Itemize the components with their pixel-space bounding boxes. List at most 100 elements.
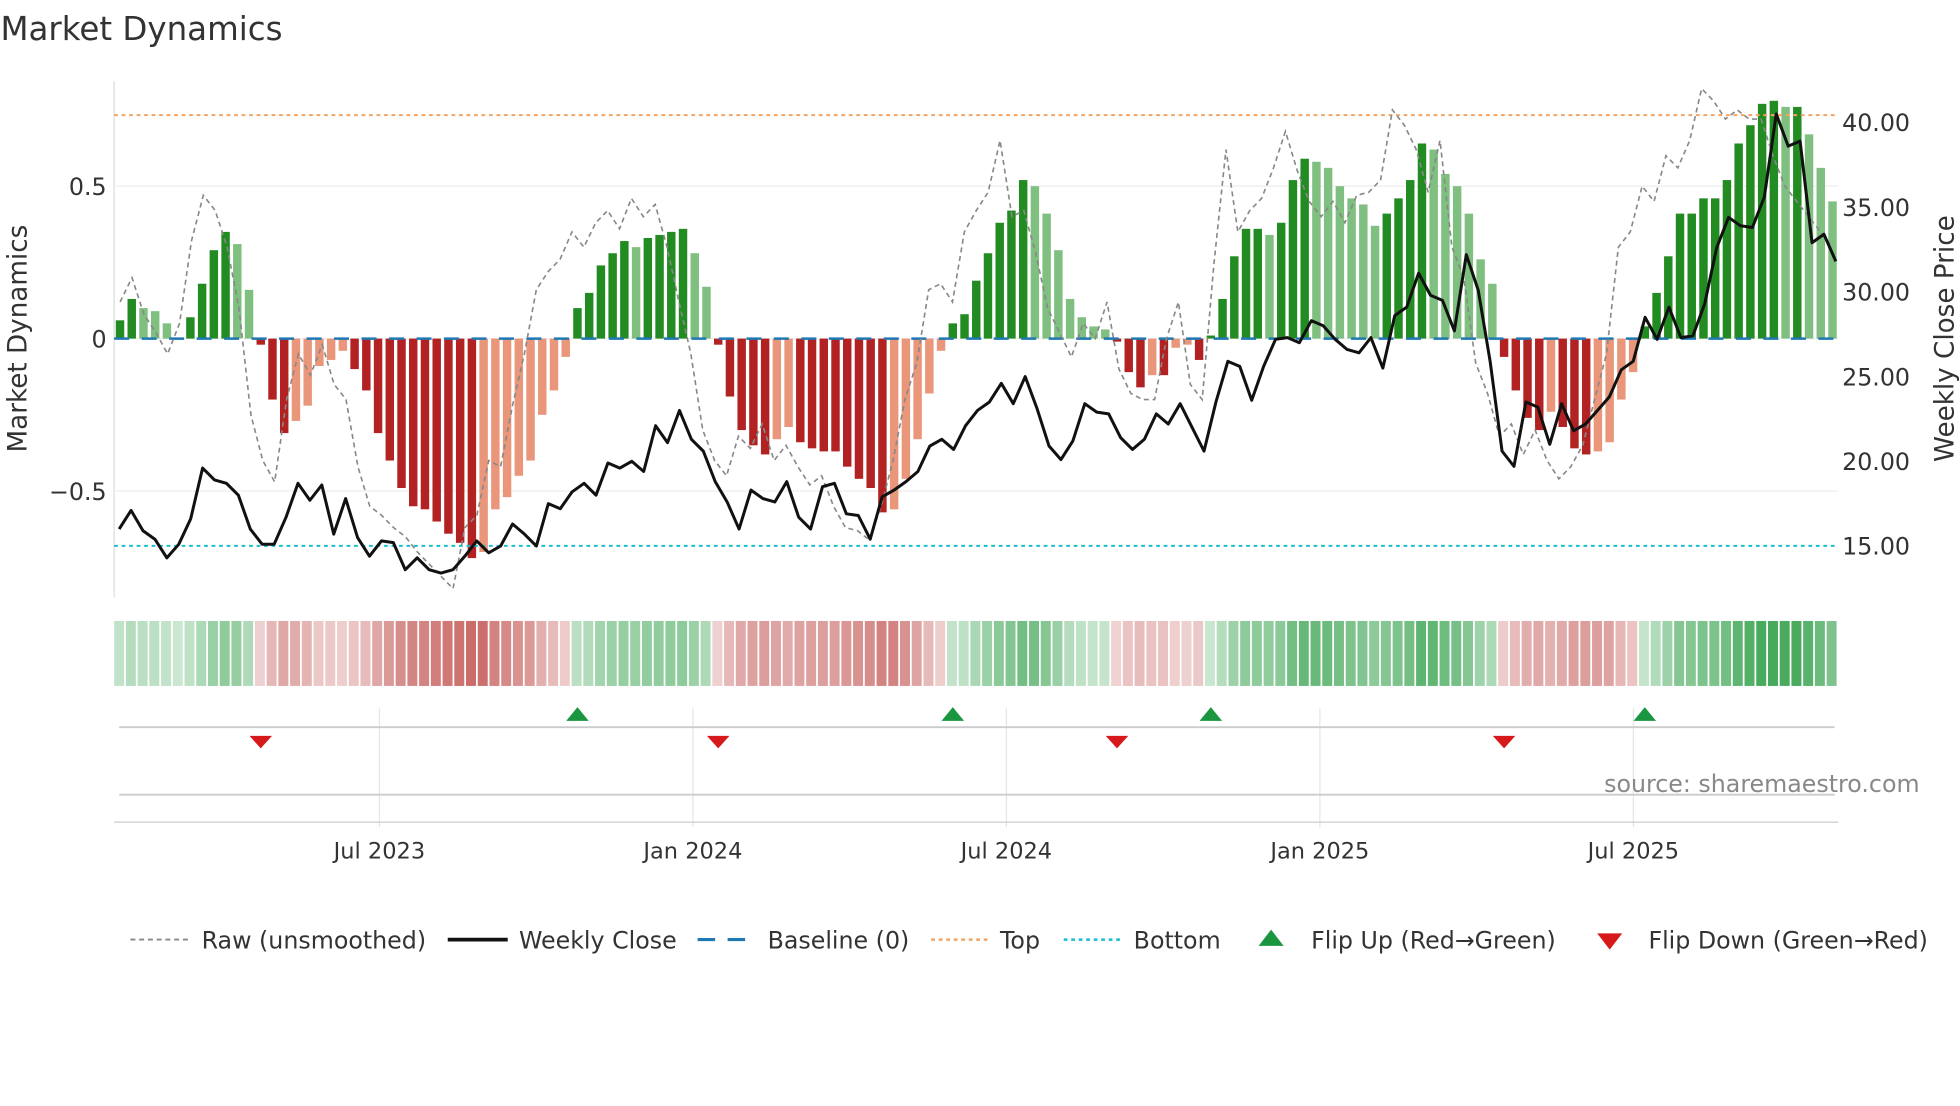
dynamics-bar (796, 338, 805, 443)
legend: Raw (unsmoothed) Weekly Close Baseline (… (130, 926, 1928, 954)
dynamics-bar (702, 286, 711, 339)
heat-strip-cell (360, 620, 371, 686)
dynamics-bar (338, 338, 348, 351)
dynamics-bar (948, 323, 958, 339)
dynamics-bar (1030, 186, 1040, 339)
dynamics-bar (150, 311, 160, 339)
heat-strip-cell (325, 620, 336, 686)
heat-strip-cell (243, 620, 254, 686)
heat-strip-cell (372, 620, 383, 686)
dynamics-bar (1722, 180, 1732, 339)
dynamics-bar (1089, 326, 1098, 339)
heat-strip-cell (1439, 620, 1450, 686)
dynamics-bar (1323, 167, 1333, 339)
dynamics-bar (1417, 143, 1427, 339)
dynamics-bar (1253, 228, 1262, 339)
heat-strip-cell (583, 620, 594, 686)
heat-strip-cell (1474, 620, 1485, 686)
dynamics-bar (1734, 143, 1743, 339)
flip-up-marker (1633, 707, 1657, 721)
dynamics-bar (807, 338, 817, 449)
heat-strip-cell (1814, 620, 1825, 686)
dynamics-bar (186, 317, 195, 339)
flip-down-marker (249, 735, 273, 749)
heat-strip-cell (407, 620, 418, 686)
heat-strip-cell (301, 620, 312, 686)
heat-strip-cell (1756, 620, 1767, 686)
heat-strip-cell (1615, 620, 1626, 686)
dynamics-bar (889, 338, 899, 510)
dynamics-bar (1347, 198, 1356, 339)
heat-strip-cell (1627, 620, 1638, 686)
heat-strip-cell (1310, 620, 1321, 686)
legend-top-label: Top (999, 926, 1040, 954)
heat-strip-cell (735, 620, 746, 686)
dynamics-bar (1652, 292, 1661, 339)
heat-strip-cell (1451, 620, 1462, 686)
flip-down-marker (1105, 735, 1129, 749)
dynamics-bar (1335, 186, 1345, 339)
heat-strip-cell (524, 620, 535, 686)
heat-strip-cell (747, 620, 758, 686)
dynamics-bar (1558, 338, 1567, 428)
dynamics-bar (1147, 338, 1157, 376)
heat-strip-cell (864, 620, 875, 686)
heat-strip-cell (1580, 620, 1591, 686)
heat-strip-cell (1193, 620, 1204, 686)
dynamics-bar (1054, 250, 1063, 339)
dynamics-bar (1593, 338, 1603, 452)
dynamics-bar (397, 338, 406, 488)
dynamics-bar (878, 338, 887, 513)
heat-strip-cell (278, 620, 289, 686)
heat-strip-cell (1298, 620, 1309, 686)
heat-strip-cell (724, 620, 735, 686)
heat-strip-cell (1122, 620, 1133, 686)
dynamics-bar (526, 338, 535, 461)
dynamics-bar (491, 338, 500, 510)
dynamics-bar (1065, 298, 1075, 339)
heat-strip-cell (1087, 620, 1098, 686)
dynamics-bar (1452, 186, 1462, 339)
heat-strip-cell (712, 620, 723, 686)
dynamics-bar (1007, 210, 1016, 339)
heat-strip-cell (806, 620, 817, 686)
heat-strip-cell (1052, 620, 1063, 686)
heat-strip-cell (759, 620, 770, 686)
heat-strip-cell (1380, 620, 1391, 686)
dynamics-bar (1265, 234, 1274, 339)
heat-strip-cell (829, 620, 840, 686)
dynamics-bar (643, 237, 653, 339)
dynamics-bar (256, 338, 265, 345)
dynamics-bar (854, 338, 864, 479)
heat-strip-cell (993, 620, 1004, 686)
heat-strip-cell (700, 620, 711, 686)
dynamics-bar (162, 323, 172, 339)
dynamics-bar (901, 338, 911, 479)
heat-strip-cell (1556, 620, 1567, 686)
dynamics-bar (1816, 167, 1825, 339)
heat-strip-cell (606, 620, 617, 686)
heat-strip-cell (1463, 620, 1473, 686)
dynamics-bar (139, 308, 148, 339)
dynamics-bar (1664, 256, 1673, 339)
raw-line (119, 86, 1834, 591)
heat-strip-cell (1392, 620, 1403, 686)
dynamics-bar (1382, 213, 1392, 339)
dynamics-bar (772, 338, 782, 440)
y2-axis-label: Weekly Close Price (1930, 215, 1960, 462)
dynamics-bar (1804, 134, 1814, 339)
legend-flip-up-label: Flip Up (Red→Green) (1311, 926, 1556, 954)
dynamics-bar (725, 338, 735, 397)
dynamics-bar (1276, 222, 1286, 339)
heat-strip-cell (1709, 620, 1720, 686)
dynamics-bar (960, 314, 969, 339)
heat-strip-cell (1251, 620, 1262, 686)
dynamics-bar (1488, 283, 1497, 339)
heat-strip-cell (337, 620, 347, 686)
dynamics-bar (1206, 335, 1216, 339)
dynamics-bar (1499, 338, 1509, 357)
heat-strip-cell (1732, 620, 1743, 686)
y2-tick-label: 40.00 (1842, 109, 1910, 137)
heat-strip-cell (536, 620, 547, 686)
